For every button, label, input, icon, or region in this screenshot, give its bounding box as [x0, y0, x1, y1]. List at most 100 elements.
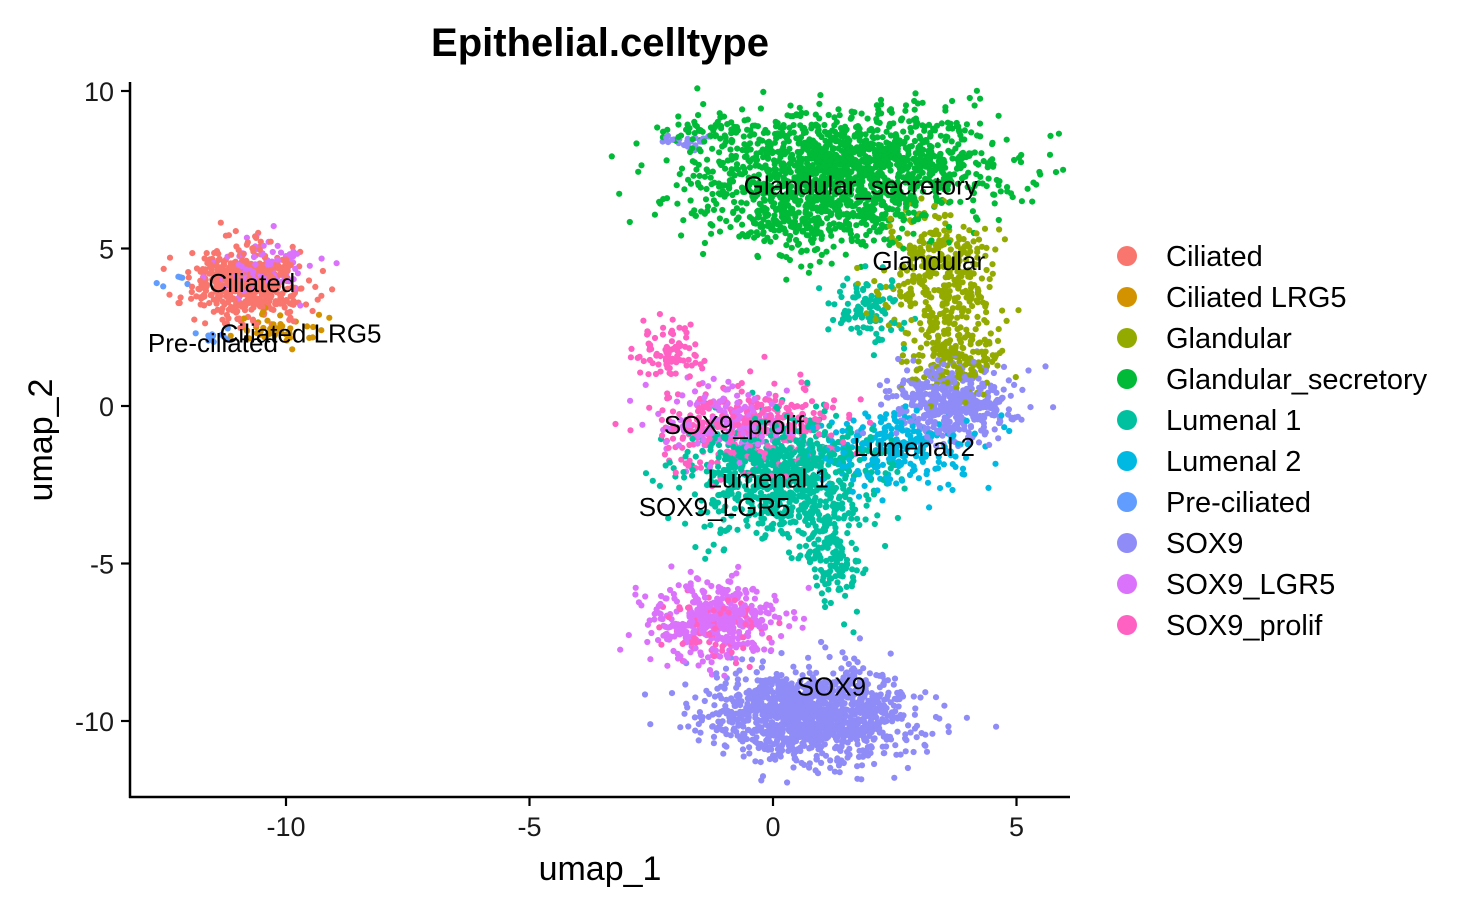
- data-point: [657, 368, 664, 375]
- data-point: [1012, 374, 1019, 381]
- data-point: [917, 694, 924, 701]
- data-point: [838, 757, 845, 764]
- data-point: [743, 200, 750, 207]
- data-point: [318, 255, 325, 262]
- data-point: [625, 632, 632, 639]
- data-point: [922, 299, 929, 306]
- data-point: [910, 748, 917, 756]
- data-point: [854, 775, 861, 782]
- data-point: [826, 653, 833, 661]
- data-point: [949, 97, 956, 105]
- data-point: [868, 292, 875, 299]
- data-point: [710, 740, 718, 747]
- data-point: [654, 124, 661, 131]
- data-point: [692, 694, 699, 701]
- data-point: [780, 124, 787, 131]
- data-point: [978, 150, 985, 157]
- data-point: [877, 96, 885, 103]
- data-point: [941, 702, 948, 709]
- data-point: [904, 367, 911, 374]
- data-point: [732, 660, 740, 667]
- data-point: [945, 281, 953, 289]
- data-point: [720, 750, 727, 757]
- data-point: [799, 188, 806, 195]
- data-point: [739, 106, 746, 113]
- data-point: [846, 496, 853, 503]
- data-point: [857, 396, 864, 403]
- data-point: [1050, 404, 1057, 411]
- data-point: [818, 638, 825, 646]
- data-point: [1036, 168, 1043, 176]
- data-point: [830, 243, 837, 250]
- data-point: [626, 218, 633, 226]
- data-point: [983, 361, 990, 368]
- data-point: [802, 401, 809, 409]
- data-point: [675, 582, 682, 589]
- data-point: [990, 163, 997, 170]
- data-point: [792, 669, 799, 676]
- data-point: [904, 764, 912, 772]
- data-point: [201, 255, 208, 262]
- data-point: [709, 723, 717, 730]
- data-point: [842, 655, 849, 662]
- data-point: [823, 402, 830, 409]
- data-point: [632, 591, 639, 598]
- data-point: [865, 413, 872, 420]
- data-point: [733, 644, 740, 651]
- data-point: [743, 595, 750, 602]
- data-point: [738, 506, 746, 513]
- data-point: [627, 427, 634, 434]
- data-point: [969, 303, 976, 310]
- data-point: [695, 662, 702, 669]
- data-point: [968, 129, 975, 136]
- data-point: [711, 693, 719, 700]
- data-point: [734, 392, 741, 399]
- data-point: [305, 277, 313, 284]
- data-point: [811, 247, 819, 254]
- data-point: [753, 150, 760, 157]
- data-point: [823, 248, 830, 255]
- data-point: [848, 539, 855, 547]
- data-point: [899, 477, 906, 484]
- data-point: [692, 544, 699, 551]
- data-point: [637, 369, 644, 376]
- data-point: [769, 689, 776, 696]
- data-point: [202, 320, 209, 327]
- data-point: [974, 216, 981, 223]
- data-point: [860, 570, 867, 577]
- data-point: [739, 207, 746, 214]
- data-point: [674, 200, 681, 207]
- data-point: [873, 116, 880, 123]
- data-point: [780, 140, 788, 147]
- data-point: [987, 330, 994, 337]
- data-point: [911, 711, 919, 718]
- data-point: [955, 332, 962, 339]
- data-point: [682, 520, 689, 527]
- data-point: [961, 334, 969, 341]
- data-point: [893, 393, 900, 400]
- data-point: [993, 723, 1000, 730]
- data-point: [861, 482, 868, 489]
- data-point: [697, 459, 704, 466]
- data-point: [700, 101, 707, 108]
- data-point: [860, 287, 867, 294]
- data-point: [754, 214, 762, 221]
- data-point: [825, 111, 832, 119]
- data-point: [277, 321, 284, 328]
- data-point: [883, 128, 890, 135]
- data-point: [996, 226, 1003, 233]
- data-point: [810, 409, 817, 417]
- data-point: [783, 276, 790, 283]
- data-point: [888, 229, 895, 236]
- data-point: [880, 750, 887, 757]
- data-point: [269, 248, 276, 256]
- data-point: [986, 276, 993, 283]
- data-point: [651, 334, 659, 342]
- data-point: [705, 713, 712, 721]
- data-point: [792, 519, 799, 526]
- data-point: [842, 475, 849, 482]
- data-point: [899, 225, 906, 232]
- data-point: [716, 149, 723, 156]
- data-point: [940, 461, 948, 468]
